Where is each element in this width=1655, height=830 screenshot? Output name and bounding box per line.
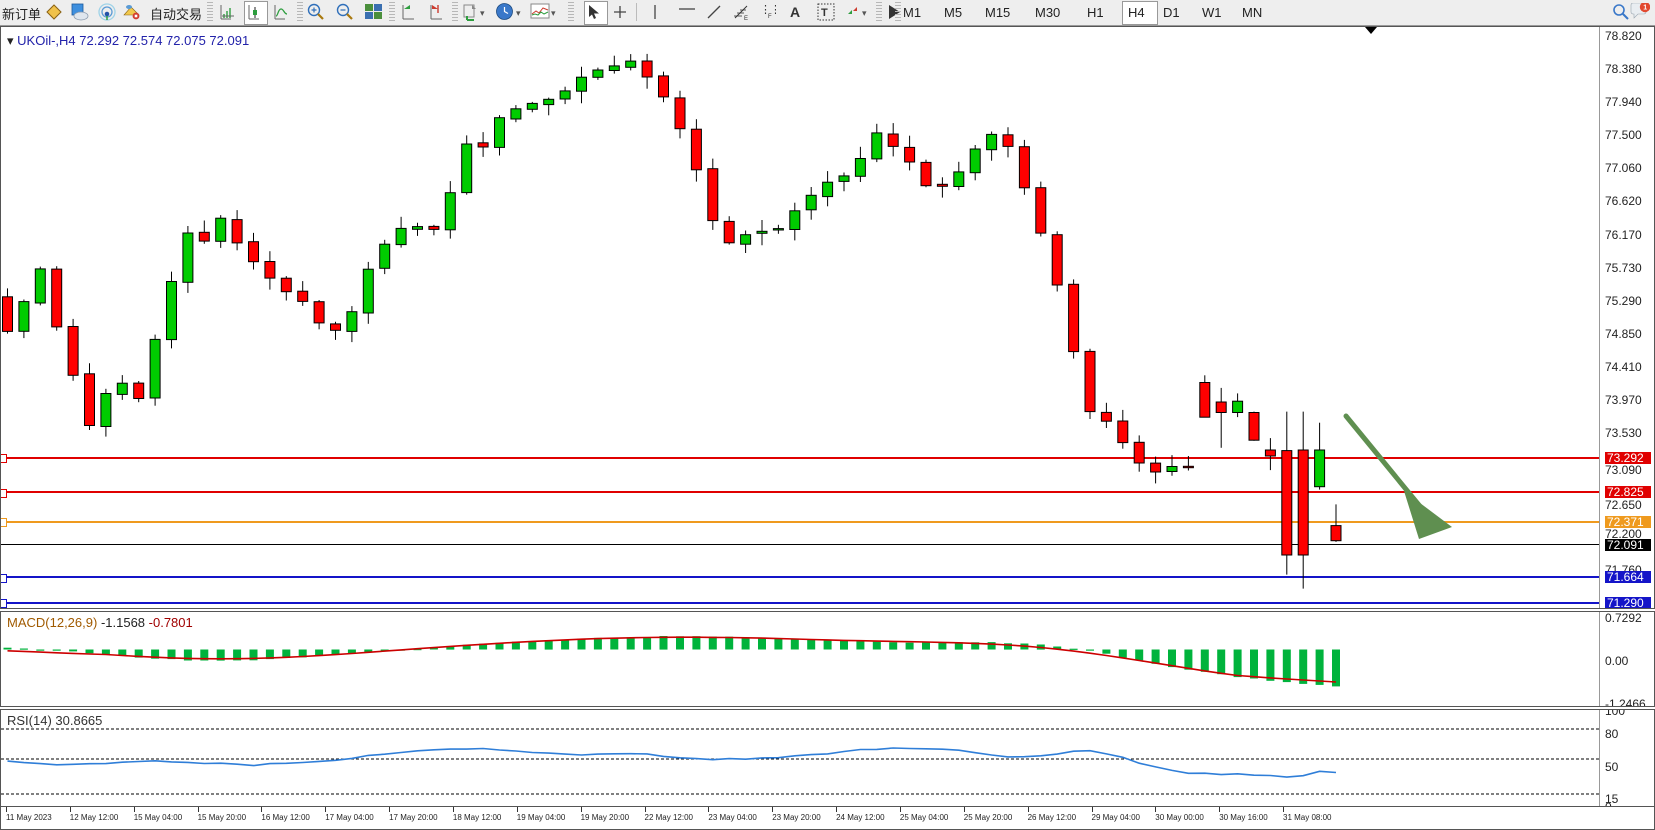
svg-text:1: 1	[1643, 5, 1647, 12]
svg-text:E: E	[744, 16, 748, 21]
svg-text:F: F	[768, 14, 772, 18]
svg-text:T: T	[821, 7, 828, 19]
